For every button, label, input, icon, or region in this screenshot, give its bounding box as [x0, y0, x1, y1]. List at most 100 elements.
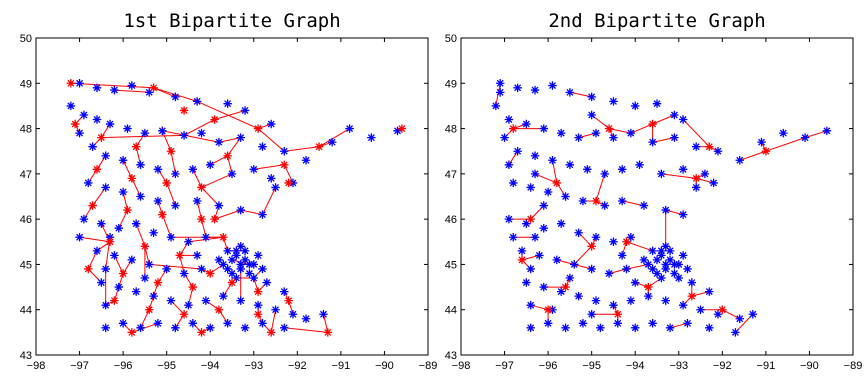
blue-node [735, 314, 745, 324]
blue-node [249, 273, 259, 283]
red-node [253, 124, 263, 133]
blue-node [613, 319, 623, 328]
graph-edge [257, 123, 272, 130]
red-node [718, 305, 727, 314]
red-node [166, 146, 176, 156]
blue-node [162, 264, 171, 274]
x-tick-label: −95 [157, 360, 176, 372]
red-node [587, 242, 596, 251]
blue-node [574, 133, 583, 142]
graph-edge [113, 286, 120, 301]
graph-edge [626, 241, 653, 252]
blue-node [127, 81, 137, 90]
blue-node [171, 323, 180, 333]
x-tick-label: −90 [375, 360, 394, 372]
blue-node [280, 146, 289, 156]
graph-edge [196, 100, 259, 130]
x-tick-label: −90 [800, 360, 819, 372]
x-tick-label: −89 [419, 360, 438, 372]
blue-node [249, 260, 259, 269]
graph-edge [201, 173, 233, 188]
graph-edge [665, 209, 684, 216]
blue-node [153, 165, 163, 174]
blue-node [526, 323, 535, 333]
blue-node [171, 92, 180, 102]
graph-edge [652, 137, 675, 143]
blue-node [223, 319, 232, 328]
red-node [284, 178, 293, 188]
blue-node [75, 79, 84, 88]
blue-node [75, 233, 84, 242]
blue-node [205, 160, 215, 170]
blue-node [513, 146, 522, 156]
blue-node [144, 88, 154, 97]
blue-node [630, 101, 640, 111]
graph-edge [696, 177, 714, 184]
blue-node [561, 192, 570, 201]
red-node [110, 296, 119, 305]
graph-edge [79, 236, 111, 243]
blue-node [258, 210, 267, 219]
graph-edge [253, 164, 285, 170]
graph-edge [578, 132, 597, 139]
blue-node [301, 314, 311, 324]
graph-edge [323, 314, 329, 333]
blue-node [236, 264, 245, 274]
blue-node [691, 142, 701, 151]
blue-node [709, 178, 718, 188]
red-node [131, 142, 141, 151]
blue-node [101, 183, 110, 192]
blue-node [561, 323, 570, 333]
blue-node [140, 128, 150, 138]
x-tick-label: −89 [844, 360, 863, 372]
blue-node [149, 228, 158, 237]
red-node [613, 309, 623, 319]
blue-node [500, 133, 509, 142]
blue-node [136, 323, 145, 333]
graph-edge [608, 128, 632, 134]
red-node [127, 328, 137, 337]
blue-node [591, 233, 601, 242]
graph-edge [144, 246, 150, 265]
chart-title: 2nd Bipartite Graph [548, 10, 765, 32]
red-node [179, 106, 189, 115]
blue-node [639, 201, 649, 210]
blue-node [149, 291, 158, 301]
node-layer [491, 79, 832, 337]
graph-edge [682, 119, 710, 148]
blue-node [539, 201, 549, 210]
blue-node [105, 233, 115, 242]
y-tick-label: 47 [445, 169, 457, 181]
red-node [526, 214, 535, 224]
graph-edge [630, 123, 653, 134]
blue-node [188, 165, 198, 174]
blue-node [118, 319, 128, 328]
blue-node [591, 296, 601, 305]
graph-edge [621, 241, 627, 256]
blue-node [214, 201, 224, 210]
graph-edge [122, 191, 128, 211]
blue-node [66, 101, 76, 111]
blue-node [530, 169, 540, 179]
blue-node [705, 287, 714, 296]
graph-edge [257, 128, 285, 152]
blue-node [661, 264, 670, 274]
blue-node [661, 296, 670, 305]
blue-node [626, 128, 636, 138]
red-node [197, 214, 206, 224]
blue-node [587, 309, 596, 319]
graph-edge [569, 91, 592, 98]
x-tick-label: −95 [582, 360, 601, 372]
x-tick-label: −91 [332, 360, 351, 372]
blue-node [197, 264, 206, 274]
blue-node [678, 251, 688, 260]
chart-1st-bipartite-graph: 1st Bipartite Graph −98 −97 −96 −95 −94 −93 −9… [20, 10, 438, 372]
graph-edge [179, 255, 185, 274]
blue-node [236, 296, 245, 305]
blue-node [84, 178, 93, 188]
red-node [622, 237, 631, 247]
graph-edge [157, 200, 163, 215]
blue-node [491, 101, 501, 111]
blue-node [240, 323, 250, 333]
graph-edge [135, 223, 146, 247]
